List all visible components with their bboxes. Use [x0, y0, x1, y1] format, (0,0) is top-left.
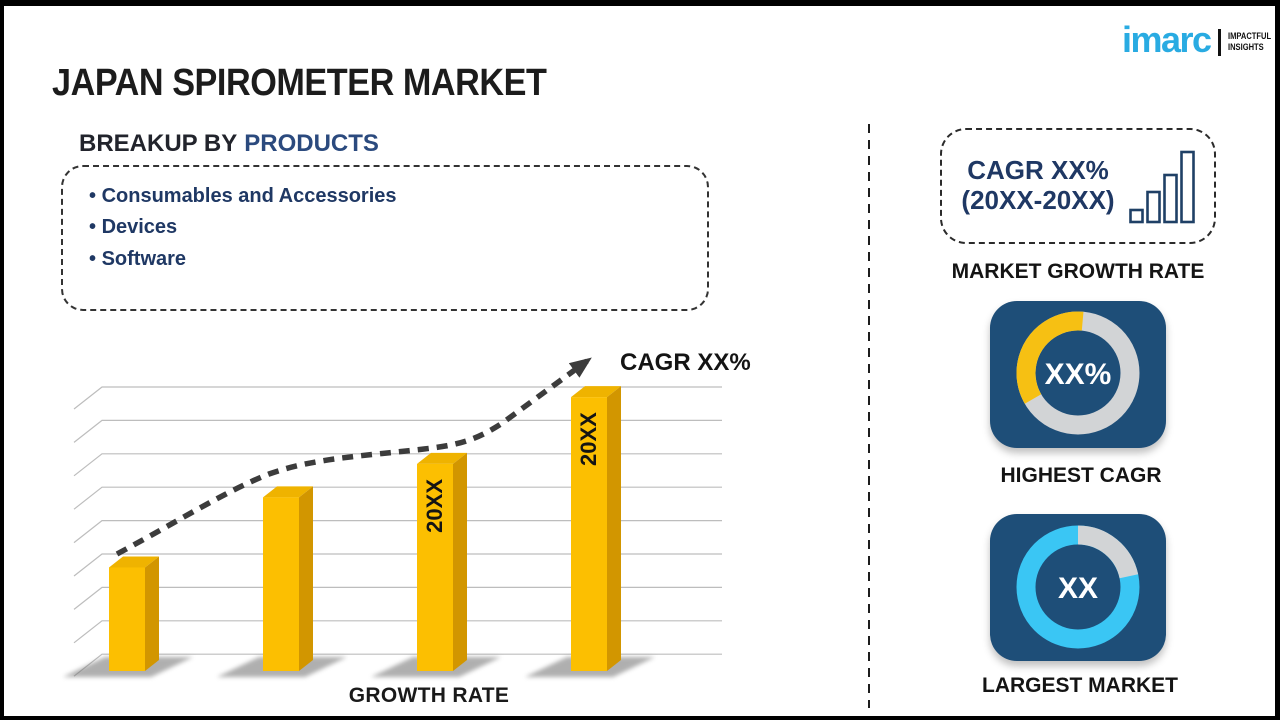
highest-cagr-value: XX%: [1045, 358, 1112, 391]
logo-tagline-line2: INSIGHTS: [1227, 42, 1264, 52]
gridline: [73, 553, 722, 577]
page-title: JAPAN SPIROMETER MARKET: [52, 62, 547, 104]
highest-cagr-arc: [1016, 311, 1140, 435]
highest-cagr-donut: XX%: [1016, 311, 1140, 435]
products-box: Consumables and Accessories Devices Soft…: [61, 165, 709, 311]
chart-x-axis-label: GROWTH RATE: [348, 684, 510, 707]
logo-divider-bar: [1217, 28, 1221, 56]
logo-brand-text: imarc: [1122, 19, 1212, 60]
gridline: [73, 453, 722, 477]
list-item: Consumables and Accessories: [89, 184, 707, 208]
cagr-box: CAGR XX% (20XX-20XX): [940, 128, 1216, 244]
trend-label: CAGR XX%: [620, 349, 751, 376]
largest-market-label: LARGEST MARKET: [982, 674, 1178, 697]
trend-line: [115, 357, 592, 557]
bar-label: 20XX: [422, 479, 447, 533]
largest-market-tile: XX: [990, 514, 1166, 661]
products-list: Consumables and Accessories Devices Soft…: [63, 167, 707, 271]
cagr-box-line2: (20XX-20XX): [961, 185, 1115, 215]
gridline: [73, 586, 722, 610]
breakup-heading-prefix: BREAKUP BY: [79, 130, 238, 157]
bar-top-face: [571, 386, 621, 398]
bar-top-face: [263, 486, 313, 498]
gridline: [73, 520, 722, 544]
growth-chart: 20XX 20XX CAGR XX%: [63, 349, 751, 677]
cagr-box-line1: CAGR XX%: [967, 155, 1109, 186]
list-item: Devices: [89, 215, 707, 239]
highest-cagr-label: HIGHEST CAGR: [1000, 464, 1162, 487]
growth-bars-icon: [1128, 150, 1195, 224]
list-item: Software: [89, 247, 707, 271]
highest-cagr-tile: XX%: [990, 301, 1166, 448]
bar-side-face: [145, 556, 159, 671]
bar-top-face: [417, 452, 467, 464]
gridline: [73, 620, 722, 644]
section-divider: [868, 124, 870, 708]
largest-market-arc: [1016, 525, 1140, 649]
bar-side-face: [299, 486, 313, 671]
bar: [109, 567, 145, 671]
bar: [417, 463, 453, 671]
bar: [263, 497, 299, 671]
logo-tagline-line1: IMPACTFUL: [1227, 31, 1271, 42]
breakup-heading: BREAKUP BY PRODUCTS: [79, 130, 379, 158]
bar-side-face: [607, 386, 621, 671]
largest-market-donut: XX: [1016, 525, 1140, 649]
largest-market-value: XX: [1058, 572, 1098, 605]
logo-tagline: IMPACTFUL INSIGHTS: [1228, 31, 1271, 53]
imarc-logo: imarc IMPACTFUL INSIGHTS: [1122, 19, 1275, 60]
bar-top-face: [109, 556, 159, 568]
gridline: [73, 419, 722, 443]
bar-label: 20XX: [576, 412, 601, 466]
breakup-heading-accent: PRODUCTS: [244, 130, 379, 157]
gridline: [73, 486, 722, 510]
market-growth-rate-label: MARKET GROWTH RATE: [951, 260, 1205, 283]
cagr-box-text: CAGR XX% (20XX-20XX): [961, 155, 1115, 216]
bar: [571, 397, 607, 671]
bar-side-face: [453, 452, 467, 671]
gridline: [73, 386, 722, 410]
